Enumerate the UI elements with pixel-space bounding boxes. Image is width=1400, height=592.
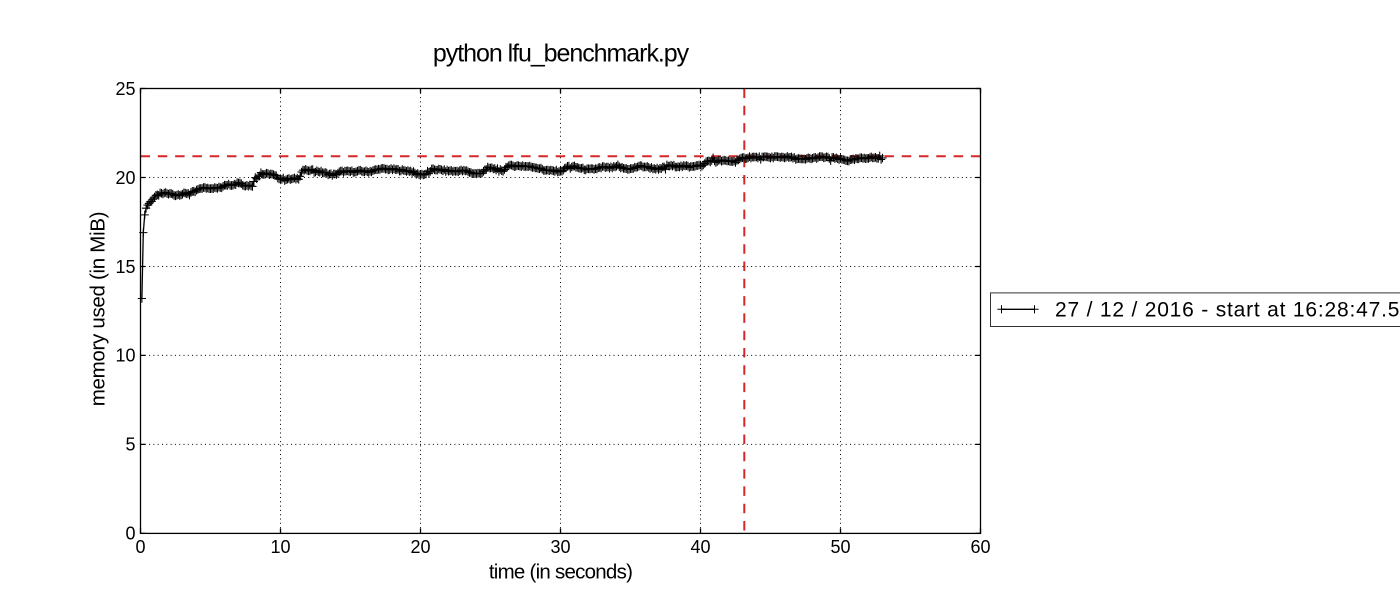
svg-text:python lfu_benchmark.py: python lfu_benchmark.py [433,40,690,68]
svg-text:0: 0 [125,524,135,544]
svg-text:50: 50 [830,537,850,557]
svg-text:27 / 12 / 2016 - start at 16:2: 27 / 12 / 2016 - start at 16:28:47.59329… [1055,299,1400,322]
svg-text:10: 10 [115,346,135,366]
svg-text:time (in seconds): time (in seconds) [489,561,632,584]
svg-text:25: 25 [115,79,135,99]
svg-text:60: 60 [970,537,990,557]
svg-text:memory used (in MiB): memory used (in MiB) [87,212,110,407]
svg-text:20: 20 [115,168,135,188]
svg-text:0: 0 [135,537,145,557]
svg-text:5: 5 [125,435,135,455]
svg-text:20: 20 [410,537,430,557]
svg-text:30: 30 [550,537,570,557]
svg-text:15: 15 [115,257,135,277]
svg-text:40: 40 [690,537,710,557]
svg-text:10: 10 [270,537,290,557]
